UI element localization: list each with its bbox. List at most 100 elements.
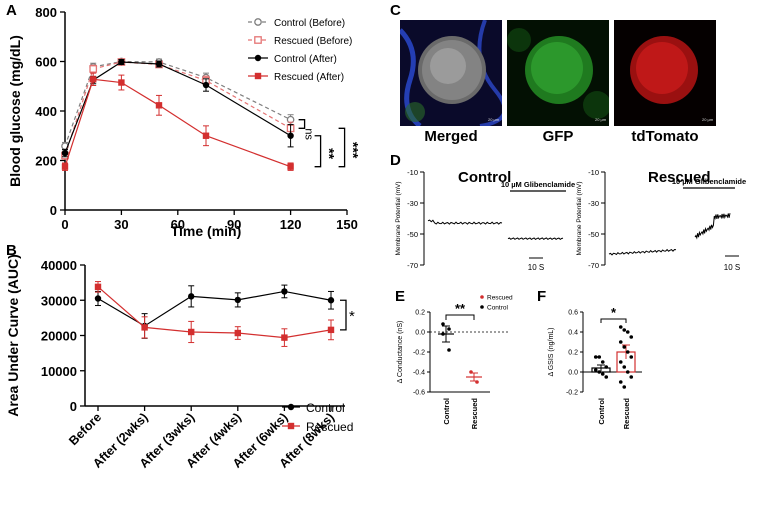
data-point (281, 334, 288, 341)
y-axis-label: Δ Conductance (nS) (397, 321, 404, 384)
data-point (118, 58, 125, 66)
legend-marker (254, 36, 262, 44)
scale-text-merged: 20 µm (488, 117, 500, 122)
group-title: Rescued (648, 169, 711, 186)
data-point (622, 328, 627, 332)
sig-bracket (314, 135, 322, 168)
treatment-trace (507, 237, 564, 241)
caption-merged: Merged (424, 128, 478, 145)
data-point (287, 163, 294, 170)
y-tick-label: -10 (407, 168, 418, 177)
data-point (327, 297, 335, 304)
sig-bracket (600, 318, 627, 323)
treatment-label: 10 µM Glibenclamide (501, 180, 575, 189)
panel-label-f: F (537, 288, 547, 305)
data-point (90, 76, 97, 83)
scale-text-gfp: 20 µm (595, 117, 607, 122)
data-point (597, 355, 602, 359)
data-point (604, 375, 609, 379)
x-tick-label: Rescued (470, 398, 479, 430)
treatment-trace (694, 213, 731, 240)
data-point (618, 340, 623, 344)
legend-label: Control (After) (274, 54, 337, 65)
legend-label: Rescued (After) (274, 72, 344, 83)
x-tick-label: 30 (114, 217, 128, 232)
x-tick-label: Control (442, 398, 451, 425)
data-point (447, 348, 451, 352)
data-point (441, 332, 445, 336)
y-tick-label: 0.0 (568, 370, 578, 377)
panel-label-b: B (6, 242, 17, 259)
data-point (618, 360, 623, 364)
y-axis-label: Membrane Potential (mV) (395, 181, 402, 255)
y-tick-label: -0.6 (413, 390, 425, 397)
legend-marker (254, 72, 262, 80)
data-point (202, 132, 210, 139)
y-tick-label: -0.4 (413, 370, 425, 377)
chart-d: -10 -30 -50 -70 Membrane Potential (mV) Contr… (395, 168, 746, 272)
gfp-micrograph: 20 µm (507, 20, 609, 126)
x-tick-label: 150 (336, 217, 358, 232)
data-point (629, 355, 634, 359)
y-tick-label: 0 (50, 203, 57, 218)
caption-tdtomato: tdTomato (631, 128, 699, 145)
series-line (64, 78, 291, 168)
y-tick-label: -30 (407, 199, 418, 208)
data-point (89, 65, 98, 73)
y-tick-label: 0 (70, 399, 77, 414)
y-axis-label: Δ GSIS (ng/mL) (548, 327, 555, 376)
legend-marker (287, 403, 295, 411)
scale-label: 10 S (724, 263, 740, 272)
panel-label-a: A (6, 2, 17, 19)
data-point (447, 327, 451, 331)
x-tick-label: Control (597, 398, 606, 425)
gfp-image: 20 µm (507, 20, 609, 126)
data-point (629, 375, 634, 379)
data-point (622, 365, 627, 369)
legend-marker (480, 305, 484, 309)
sig-label: ** (455, 301, 466, 316)
y-tick-label: 0.6 (568, 310, 578, 317)
y-tick-label: 0.0 (415, 330, 425, 337)
data-point (141, 324, 148, 331)
sig-label: * (349, 308, 355, 325)
data-point (188, 328, 195, 336)
y-tick-label: 600 (35, 55, 57, 70)
legend-label: Rescued (487, 295, 513, 302)
data-point (593, 368, 598, 372)
series-line (64, 60, 291, 147)
data-point (600, 360, 605, 364)
sig-bracket (298, 119, 306, 129)
data-point (188, 293, 195, 300)
series-line (97, 290, 332, 327)
panel-label-e: E (395, 288, 406, 305)
sig-label: *** (346, 142, 362, 159)
y-axis-label: Blood glucose (mg/dL) (7, 35, 23, 187)
treatment-label: 10 µM Glibenclamide (672, 177, 746, 186)
x-tick-label: 60 (171, 217, 185, 232)
data-point (593, 355, 598, 359)
data-point (469, 370, 473, 374)
x-tick-label: Before (66, 410, 104, 448)
y-tick-label: 0.2 (568, 350, 578, 357)
scale-text-tdtomato: 20 µm (702, 117, 714, 122)
tdtomato-micrograph: 20 µm (614, 20, 716, 126)
data-point (61, 163, 69, 170)
data-point (622, 345, 627, 349)
data-point (281, 288, 288, 295)
panel-label-c: C (390, 2, 401, 19)
data-point (155, 60, 163, 68)
data-point (202, 81, 210, 89)
y-tick-label: 800 (35, 5, 57, 20)
caption-gfp: GFP (542, 128, 574, 145)
y-tick-label: 400 (35, 104, 57, 119)
y-tick-label: 0.4 (568, 330, 578, 337)
merged-micrograph: 20 µm (400, 20, 502, 126)
legend-marker (254, 54, 262, 62)
y-tick-label: 0.2 (415, 310, 425, 317)
y-axis-label: Area Under Curve (AUC) (5, 254, 21, 417)
sig-bracket (338, 127, 346, 168)
legend-label: Rescued (306, 420, 353, 434)
legend-marker (254, 18, 262, 26)
data-point (287, 132, 294, 139)
